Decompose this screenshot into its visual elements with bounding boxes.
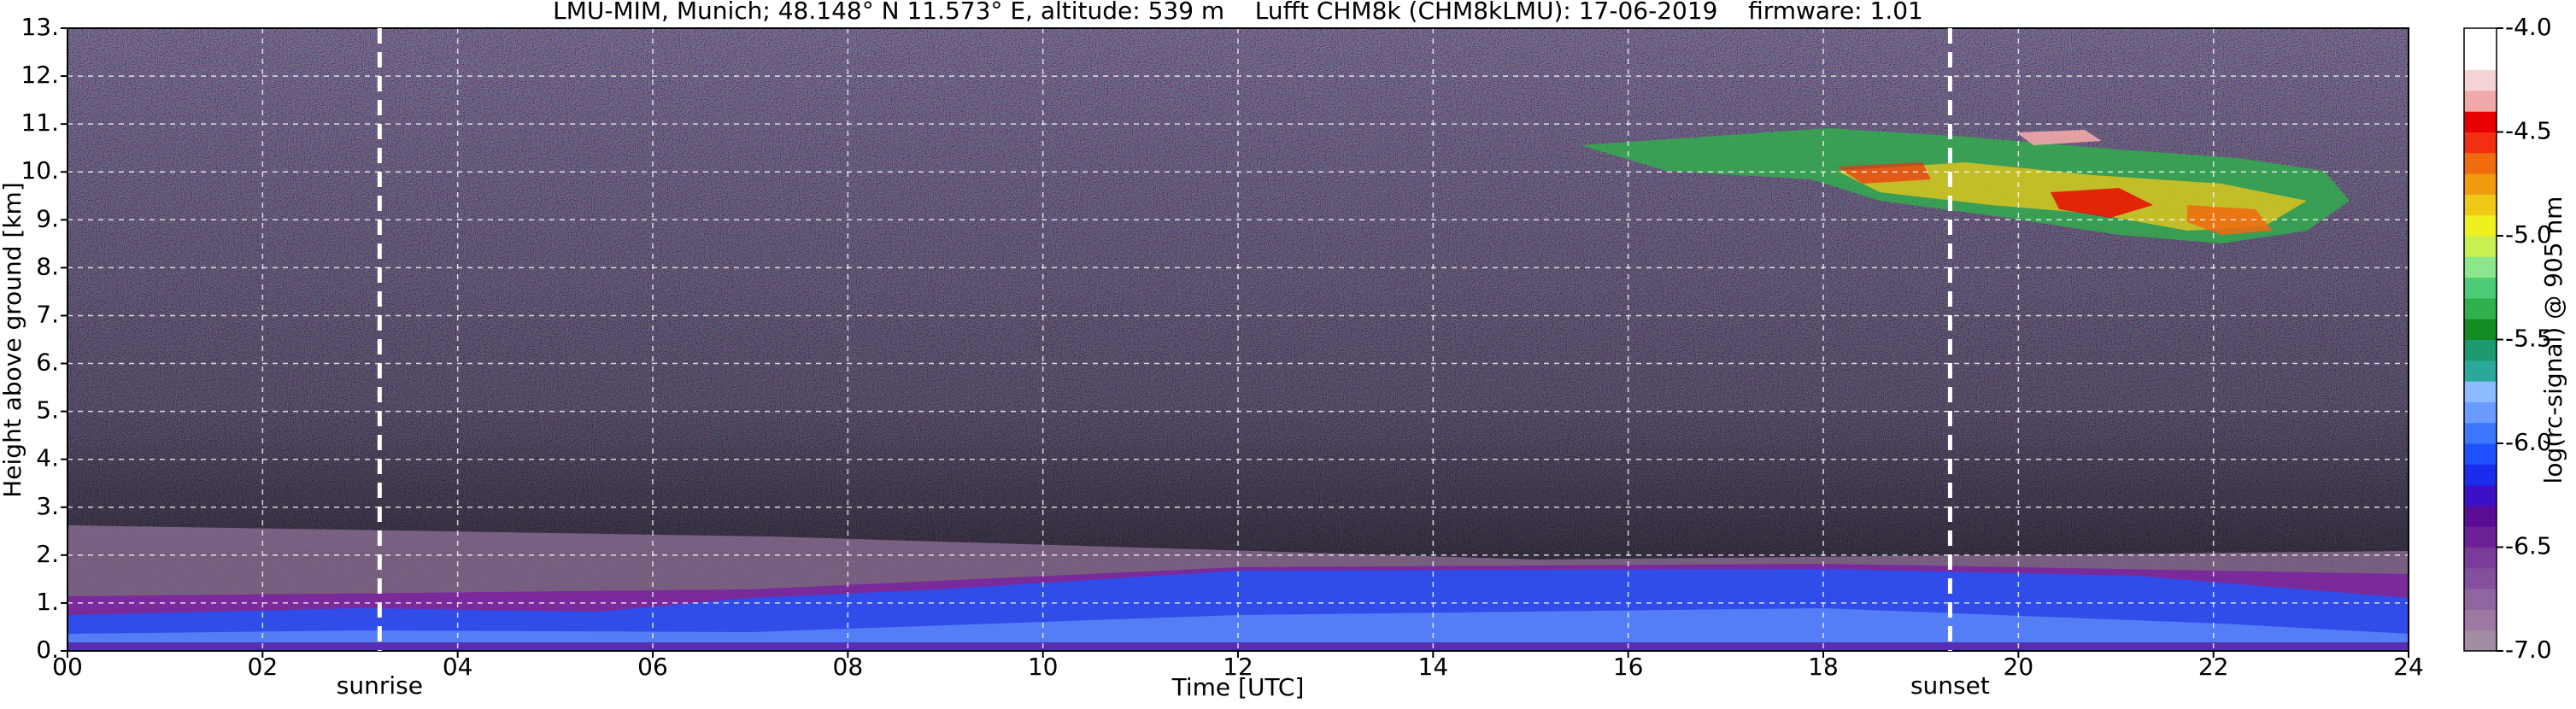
x-tick-label: 18 <box>1808 653 1839 681</box>
x-tick-label: 14 <box>1418 653 1449 681</box>
colorbar-tick-label: -7.0 <box>2505 636 2552 664</box>
y-axis-label: Height above ground [km] <box>0 182 26 498</box>
colorbar-swatch <box>2464 297 2497 319</box>
x-tick-label: 00 <box>52 653 83 681</box>
colorbar-swatch <box>2464 152 2497 174</box>
x-axis-label: Time [UTC] <box>1171 673 1305 701</box>
colorbar-swatch <box>2464 589 2497 610</box>
colorbar-swatch <box>2464 90 2497 112</box>
y-tick-label: 10. <box>21 156 59 185</box>
x-tick-label: 02 <box>248 653 279 681</box>
y-tick-label: 13. <box>21 13 59 41</box>
colorbar-swatch <box>2464 422 2497 444</box>
y-tick-label: 8. <box>36 252 59 280</box>
colorbar-swatch <box>2464 319 2497 340</box>
y-tick-label: 3. <box>36 492 59 520</box>
grid <box>67 27 2409 652</box>
colorbar-swatch <box>2464 132 2497 154</box>
y-tick-label: 0. <box>36 636 59 664</box>
y-tick-label: 1. <box>36 588 59 616</box>
colorbar-swatch <box>2464 484 2497 507</box>
x-tick-label: 24 <box>2393 653 2424 681</box>
colorbar-swatch <box>2464 277 2497 299</box>
colorbar-tick-label: -5.5 <box>2505 325 2552 353</box>
colorbar-swatch <box>2464 547 2497 569</box>
x-tick-label: 04 <box>443 653 473 681</box>
y-tick-label: 12. <box>21 61 59 89</box>
colorbar-tick-label: -5.0 <box>2505 220 2552 249</box>
colorbar-swatch <box>2464 69 2497 91</box>
colorbar-swatch <box>2464 464 2497 486</box>
colorbar-swatch <box>2464 443 2497 465</box>
y-tick-label: 5. <box>36 396 59 425</box>
y-tick-label: 7. <box>36 300 59 328</box>
y-tick-label: 9. <box>36 204 59 232</box>
colorbar-swatch <box>2464 214 2497 237</box>
colorbar-swatch <box>2464 28 2497 50</box>
colorbar-swatch <box>2464 567 2497 589</box>
x-tick-label: 10 <box>1028 653 1059 681</box>
annotation-label: sunset <box>1910 671 1990 700</box>
colorbar-swatch <box>2464 194 2497 216</box>
colorbar-swatch <box>2464 339 2497 361</box>
colorbar-tick-label: -4.0 <box>2505 13 2552 41</box>
y-tick-label: 4. <box>36 444 59 472</box>
annotation-label: sunrise <box>337 671 423 700</box>
colorbar-swatch <box>2464 401 2497 424</box>
x-tick-label: 06 <box>637 653 668 681</box>
x-tick-label: 22 <box>2198 653 2229 681</box>
colorbar-swatch <box>2464 526 2497 548</box>
colorbar-label: log(rc-signal) @ 905 nm <box>2539 196 2567 484</box>
colorbar-tick-label: -6.5 <box>2505 532 2552 560</box>
colorbar-swatch <box>2464 505 2497 527</box>
y-tick-label: 2. <box>36 540 59 568</box>
colorbar-swatch <box>2464 256 2497 278</box>
colorbar-tick-label: -4.5 <box>2505 117 2552 145</box>
colorbar-swatch <box>2464 630 2497 652</box>
colorbar-tick-label: -6.0 <box>2505 428 2552 456</box>
y-tick-label: 11. <box>21 108 59 137</box>
y-tick-label: 6. <box>36 349 59 377</box>
colorbar-swatch <box>2464 609 2497 631</box>
colorbar-swatch <box>2464 360 2497 382</box>
colorbar-swatch <box>2464 236 2497 257</box>
x-tick-label: 12 <box>1223 653 1253 681</box>
colorbar-swatch <box>2464 111 2497 132</box>
colorbar-swatch <box>2464 173 2497 195</box>
colorbar-swatch <box>2464 49 2497 71</box>
x-tick-label: 20 <box>2004 653 2034 681</box>
chart-title: LMU-MIM, Munich; 48.148° N 11.573° E, al… <box>553 0 1923 25</box>
x-tick-label: 08 <box>833 653 864 681</box>
x-tick-label: 16 <box>1613 653 1644 681</box>
colorbar-swatch <box>2464 381 2497 402</box>
